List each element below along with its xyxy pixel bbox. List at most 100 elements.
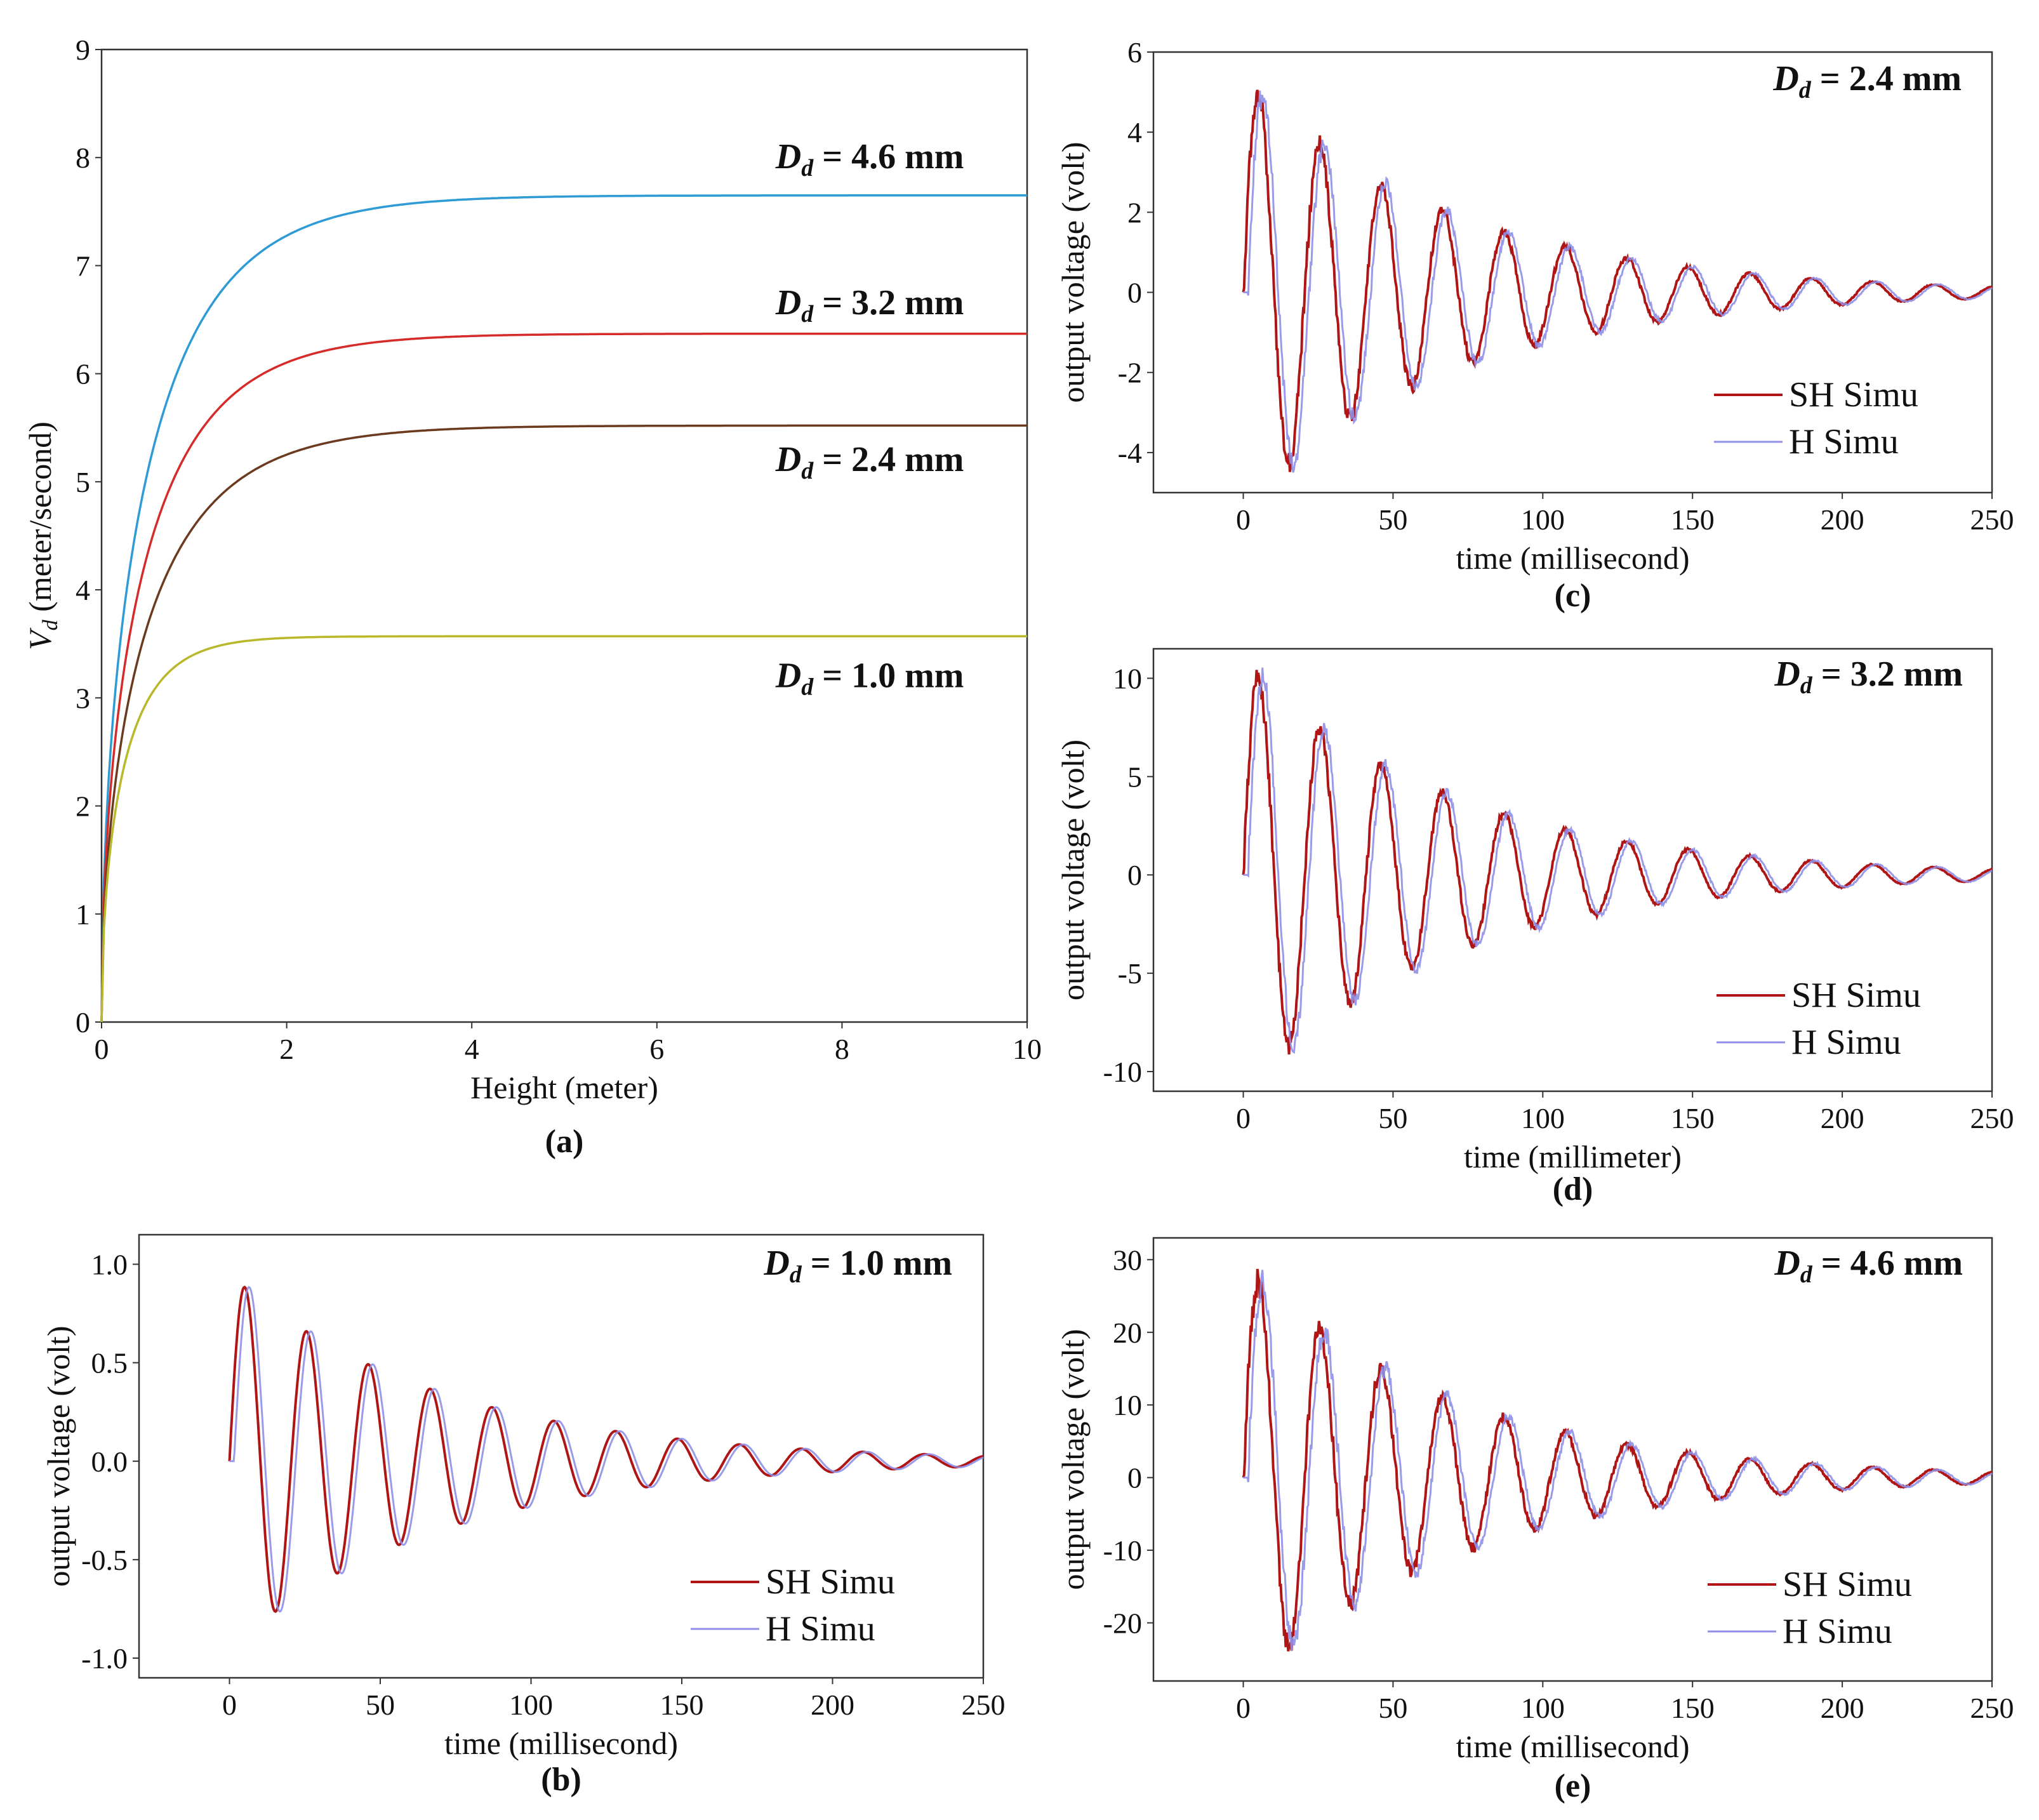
y-tick-label: -4 xyxy=(1118,437,1142,469)
panel-c: 0 50 100 150 200 250 -4 -2 0 2 4 6 time (millisecond… xyxy=(1055,36,2014,614)
x-tick-label: 2 xyxy=(279,1033,294,1065)
y-axis-label: output voltage (volt) xyxy=(1055,740,1091,1000)
x-tick-label: 150 xyxy=(1671,1102,1715,1134)
y-axis-label: output voltage (volt) xyxy=(1055,1329,1091,1590)
series-line xyxy=(1243,667,1993,1054)
panel-a: 0 2 4 6 8 10 0 1 2 3 4 5 6 7 8 9 Height (meter) Vd (meter… xyxy=(22,34,1042,1160)
y-tick-label: -10 xyxy=(1103,1056,1142,1088)
y-tick-label: -2 xyxy=(1118,357,1142,389)
y-tick-label: 0 xyxy=(1127,277,1142,309)
y-tick-label: 20 xyxy=(1113,1317,1142,1349)
x-tick-label: 0 xyxy=(1236,1692,1251,1724)
y-tick-label: 2 xyxy=(76,790,90,823)
series-line xyxy=(100,424,1027,1023)
y-tick-label: 10 xyxy=(1113,1389,1142,1421)
plot-frame xyxy=(1152,648,1993,1093)
plot-frame xyxy=(1152,51,1993,494)
x-tick-label: 100 xyxy=(1521,1102,1565,1134)
x-tick-label: 200 xyxy=(811,1689,854,1721)
panel-annotation: Dd = 4.6 mm xyxy=(1774,1244,1963,1288)
y-tick-label: 6 xyxy=(1127,36,1142,69)
panel-annotation: Dd = 2.4 mm xyxy=(1772,59,1962,103)
legend-label: H Simu xyxy=(766,1609,875,1649)
panel-d: 0 50 100 150 200 250 -10 -5 0 5 10 time (millimeter… xyxy=(1055,648,2014,1207)
x-tick-label: 100 xyxy=(1521,503,1565,536)
y-tick-label: 8 xyxy=(76,142,90,174)
x-tick-label: 250 xyxy=(1970,1692,2014,1724)
series-line xyxy=(1243,90,1993,473)
x-tick-label: 50 xyxy=(1378,1102,1407,1134)
panel-caption: (b) xyxy=(541,1762,581,1798)
series-annotation: Dd = 4.6 mm xyxy=(775,137,964,182)
x-tick-label: 0 xyxy=(95,1033,109,1065)
x-axis-label: Height (meter) xyxy=(470,1070,658,1105)
y-tick-label: -0.5 xyxy=(81,1544,128,1576)
x-tick-label: 0 xyxy=(1236,503,1251,536)
y-tick-label: 0 xyxy=(1127,1462,1142,1494)
x-tick-label: 100 xyxy=(509,1689,553,1721)
legend-label: SH Simu xyxy=(1789,375,1918,415)
legend-label: SH Simu xyxy=(766,1562,895,1602)
series-line xyxy=(1242,1268,1993,1652)
y-tick-label: -10 xyxy=(1103,1534,1142,1567)
legend-label: SH Simu xyxy=(1783,1565,1912,1604)
x-tick-label: 0 xyxy=(1236,1102,1251,1134)
y-tick-label: 3 xyxy=(76,682,90,714)
panel-caption: (c) xyxy=(1555,578,1591,614)
x-tick-label: 150 xyxy=(1671,1692,1715,1724)
series-line xyxy=(1243,1270,1993,1651)
series-line xyxy=(228,1285,984,1613)
y-tick-label: 1 xyxy=(76,898,90,931)
y-tick-label: -5 xyxy=(1118,957,1142,990)
x-tick-label: 10 xyxy=(1013,1033,1042,1065)
panel-caption: (e) xyxy=(1555,1768,1591,1804)
y-tick-label: 0.5 xyxy=(91,1347,128,1379)
y-tick-label: 4 xyxy=(1127,116,1142,149)
y-axis-label: output voltage (volt) xyxy=(41,1325,76,1586)
y-tick-label: 4 xyxy=(76,574,90,606)
plot-frame xyxy=(100,48,1028,1023)
legend-label: SH Simu xyxy=(1791,976,1921,1015)
x-tick-label: 50 xyxy=(1378,503,1407,536)
y-tick-label: -20 xyxy=(1103,1607,1142,1639)
series-line xyxy=(229,1285,984,1613)
x-tick-label: 6 xyxy=(649,1033,664,1065)
y-tick-label: 5 xyxy=(1127,761,1142,793)
x-tick-label: 200 xyxy=(1821,1692,1864,1724)
x-tick-label: 200 xyxy=(1821,1102,1864,1134)
series-line xyxy=(1242,90,1993,472)
x-tick-label: 0 xyxy=(222,1689,237,1721)
panel-annotation: Dd = 1.0 mm xyxy=(763,1244,952,1288)
legend-label: H Simu xyxy=(1789,422,1899,462)
x-tick-label: 250 xyxy=(962,1689,1006,1721)
series-line xyxy=(1242,670,1993,1055)
x-axis-label: time (millisecond) xyxy=(444,1725,678,1761)
y-tick-label: 10 xyxy=(1113,662,1142,694)
x-tick-label: 50 xyxy=(366,1689,395,1721)
x-tick-label: 8 xyxy=(835,1033,849,1065)
y-tick-label: 0 xyxy=(1127,859,1142,891)
y-tick-label: 6 xyxy=(76,358,90,390)
x-tick-label: 50 xyxy=(1378,1692,1407,1724)
x-axis-label: time (millisecond) xyxy=(1456,1729,1690,1764)
panel-caption: (d) xyxy=(1553,1171,1593,1207)
series-annotation: Dd = 2.4 mm xyxy=(775,440,964,484)
x-tick-label: 250 xyxy=(1970,503,2014,536)
legend-label: H Simu xyxy=(1783,1612,1892,1651)
x-tick-label: 4 xyxy=(465,1033,479,1065)
x-tick-label: 200 xyxy=(1821,503,1864,536)
y-tick-label: 9 xyxy=(76,34,90,66)
panel-annotation: Dd = 3.2 mm xyxy=(1774,654,1963,699)
y-tick-label: 0.0 xyxy=(91,1445,128,1478)
y-tick-label: 7 xyxy=(76,249,90,282)
series-line xyxy=(100,194,1027,1023)
panel-caption: (a) xyxy=(545,1124,584,1160)
series-annotation: Dd = 3.2 mm xyxy=(775,283,964,328)
y-axis-label: output voltage (volt) xyxy=(1055,142,1091,402)
panel-b: 0 50 100 150 200 250 -1.0 -0.5 0.0 0.5 1.0 time (mi… xyxy=(41,1233,1006,1798)
series-line xyxy=(100,635,1027,1023)
x-tick-label: 150 xyxy=(1671,503,1715,536)
panel-e: 0 50 100 150 200 250 -20 -10 0 10 20 30 time (millis… xyxy=(1055,1237,2014,1804)
x-axis-label: time (millimeter) xyxy=(1464,1139,1682,1174)
